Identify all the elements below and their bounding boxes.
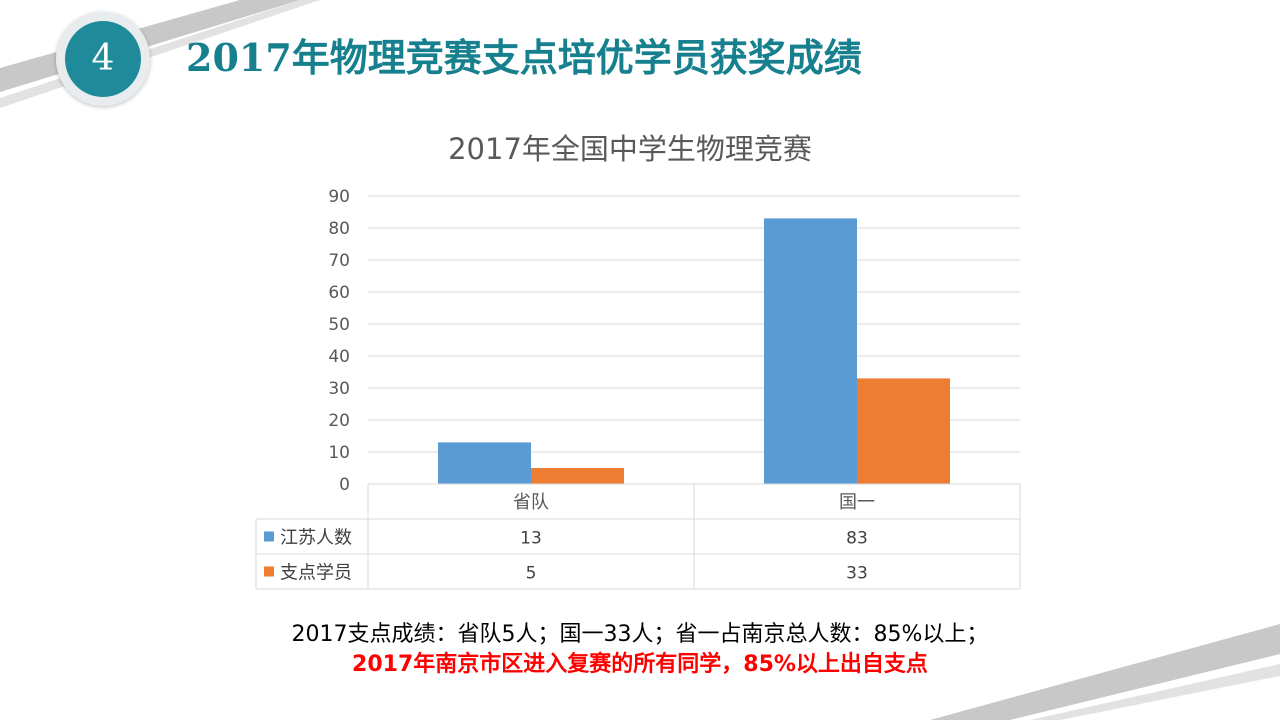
section-badge: 4: [56, 12, 150, 106]
y-tick-label: 60: [328, 283, 350, 303]
data-value: 13: [520, 529, 542, 549]
y-tick-label: 90: [328, 187, 350, 207]
series-label: 支点学员: [280, 563, 352, 584]
bar-江苏人数-省队: [438, 442, 531, 484]
highlight-note: 2017年南京市区进入复赛的所有同学，85%以上出自支点: [352, 652, 928, 677]
y-tick-label: 10: [328, 443, 350, 463]
y-tick-label: 0: [339, 475, 350, 495]
legend-key-支点学员: [264, 566, 274, 577]
summary-note: 2017支点成绩：省队5人；国一33人；省一占南京总人数：85%以上；: [291, 622, 989, 647]
y-tick-label: 30: [328, 379, 350, 399]
y-tick-label: 70: [328, 251, 350, 271]
y-tick-label: 50: [328, 315, 350, 335]
data-value: 83: [846, 529, 868, 549]
bar-江苏人数-国一: [764, 218, 857, 484]
category-label: 国一: [839, 492, 875, 513]
bar-支点学员-省队: [531, 468, 624, 484]
bottom-right-stripe-light: [1030, 664, 1280, 720]
chart-title: 2017年全国中学生物理竞赛: [448, 132, 812, 166]
bar-支点学员-国一: [857, 378, 950, 484]
legend-key-江苏人数: [264, 531, 274, 542]
slide-title: 2017年物理竞赛支点培优学员获奖成绩: [186, 35, 862, 80]
bottom-right-stripe: [930, 624, 1280, 720]
y-tick-label: 80: [328, 219, 350, 239]
data-value: 33: [846, 564, 868, 584]
section-number: 4: [65, 21, 141, 97]
series-label: 江苏人数: [280, 528, 352, 549]
y-tick-label: 40: [328, 347, 350, 367]
y-tick-label: 20: [328, 411, 350, 431]
data-value: 5: [526, 564, 537, 584]
category-label: 省队: [513, 492, 549, 513]
